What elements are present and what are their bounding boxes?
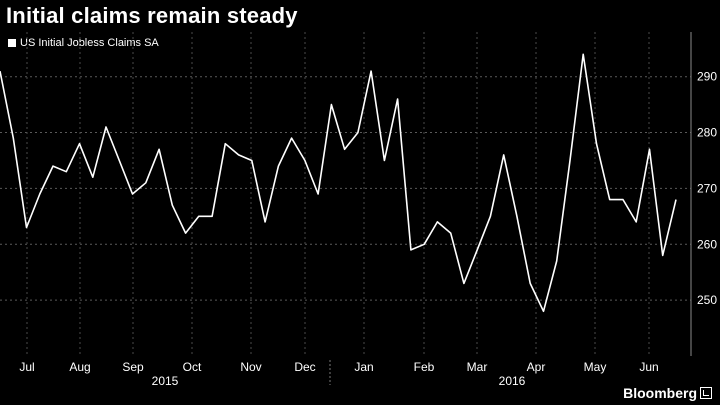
series-line — [0, 53, 677, 313]
year-label: 2016 — [499, 374, 526, 388]
x-tick-label: Aug — [69, 360, 90, 374]
x-tick-label: Jul — [19, 360, 34, 374]
legend: US Initial Jobless Claims SA — [8, 37, 159, 49]
y-tick-label: 280 — [697, 126, 717, 140]
x-tick-label: Sep — [122, 360, 144, 374]
year-label: 2015 — [152, 374, 179, 388]
x-tick-label: May — [584, 360, 607, 374]
x-tick-label: Apr — [527, 360, 546, 374]
x-tick-label: Jan — [354, 360, 373, 374]
y-tick-label: 270 — [697, 181, 717, 195]
x-tick-label: Dec — [294, 360, 315, 374]
legend-label: US Initial Jobless Claims SA — [20, 37, 159, 49]
chart-title: Initial claims remain steady — [6, 3, 298, 28]
chart-icon — [700, 387, 712, 399]
x-tick-label: Nov — [240, 360, 261, 374]
x-tick-label: Oct — [183, 360, 202, 374]
x-tick-label: Jun — [639, 360, 658, 374]
y-tick-label: 260 — [697, 237, 717, 251]
legend-swatch — [8, 39, 16, 47]
y-tick-label: 290 — [697, 70, 717, 84]
brand-logo: Bloomberg — [623, 385, 712, 401]
y-tick-label: 250 — [697, 293, 717, 307]
x-tick-label: Mar — [467, 360, 488, 374]
x-tick-label: Feb — [414, 360, 435, 374]
brand-name: Bloomberg — [623, 385, 697, 401]
